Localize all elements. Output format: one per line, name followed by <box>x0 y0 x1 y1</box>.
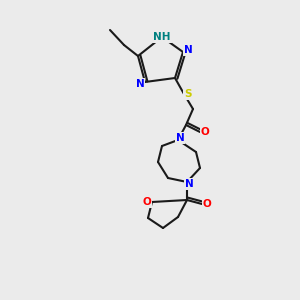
Text: N: N <box>176 133 184 143</box>
Text: O: O <box>142 197 152 207</box>
Text: NH: NH <box>153 32 171 42</box>
Text: S: S <box>184 89 192 99</box>
Text: N: N <box>184 45 192 55</box>
Text: N: N <box>184 179 194 189</box>
Text: O: O <box>201 127 209 137</box>
Text: O: O <box>202 199 211 209</box>
Text: N: N <box>136 79 144 89</box>
